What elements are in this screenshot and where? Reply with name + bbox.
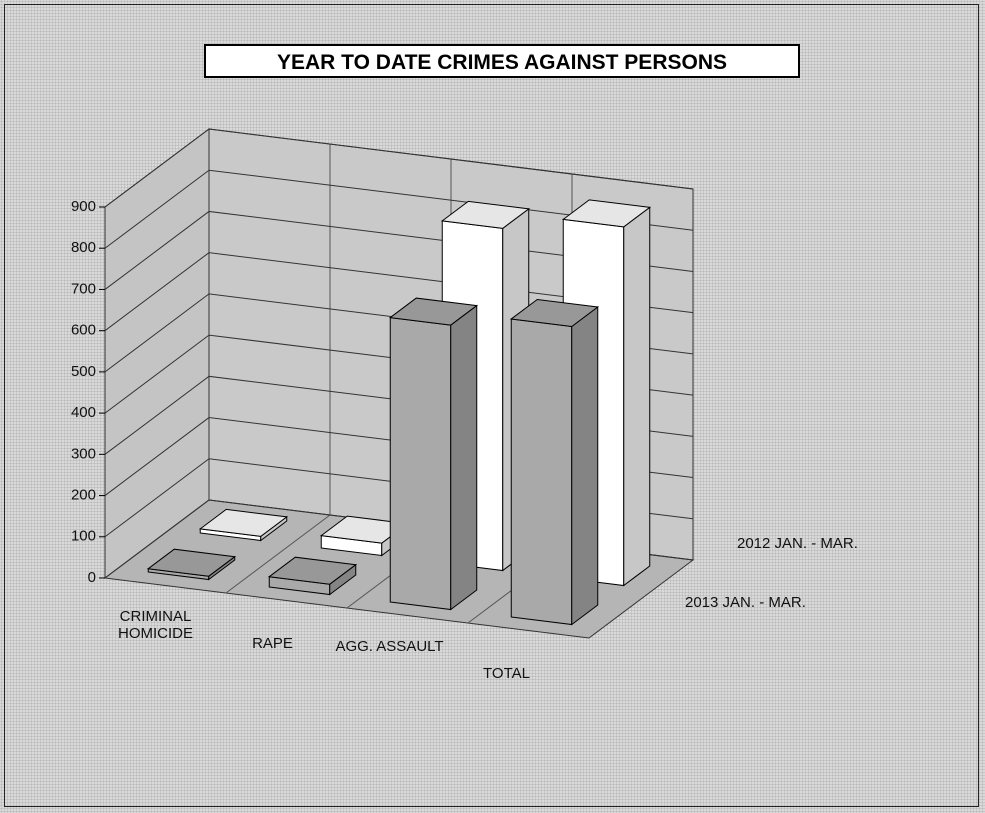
y-tick-label: 0 [88,569,96,586]
y-tick-label: 400 [71,404,96,421]
grid-line [104,210,694,290]
x-tick-label: RAPE [252,634,293,652]
y-tick-label: 800 [71,239,96,256]
y-tick-label: 900 [71,198,96,215]
bar-side [450,304,478,611]
x-tick-label: CRIMINAL HOMICIDE [118,607,193,642]
chart-frame [4,4,979,807]
bar-top [388,297,479,326]
y-tick-label: 600 [71,322,96,339]
bar-side [623,206,651,587]
bar-top [440,200,531,229]
chart-title: YEAR TO DATE CRIMES AGAINST PERSONS [204,44,800,78]
left-wall [104,128,210,579]
bar-top [561,199,652,228]
bar-top [509,298,600,327]
grid-line [104,169,694,249]
bar-front [389,317,452,611]
y-tick-label: 200 [71,487,96,504]
y-tick-label: 300 [71,445,96,462]
legend-label: 2012 JAN. - MAR. [737,534,858,552]
legend-label: 2013 JAN. - MAR. [685,593,806,611]
bar-side [571,305,599,626]
y-tick-label: 100 [71,528,96,545]
grid-line [104,252,694,332]
floor-divider [225,514,331,594]
bar-top [267,556,358,585]
bar-front [510,318,573,626]
bar-top [198,508,289,537]
grid-line [104,128,694,208]
y-tick-label: 500 [71,363,96,380]
bar-top [146,548,237,577]
x-tick-label: TOTAL [483,664,530,682]
x-tick-label: AGG. ASSAULT [335,637,444,655]
y-tick-label: 700 [71,280,96,297]
